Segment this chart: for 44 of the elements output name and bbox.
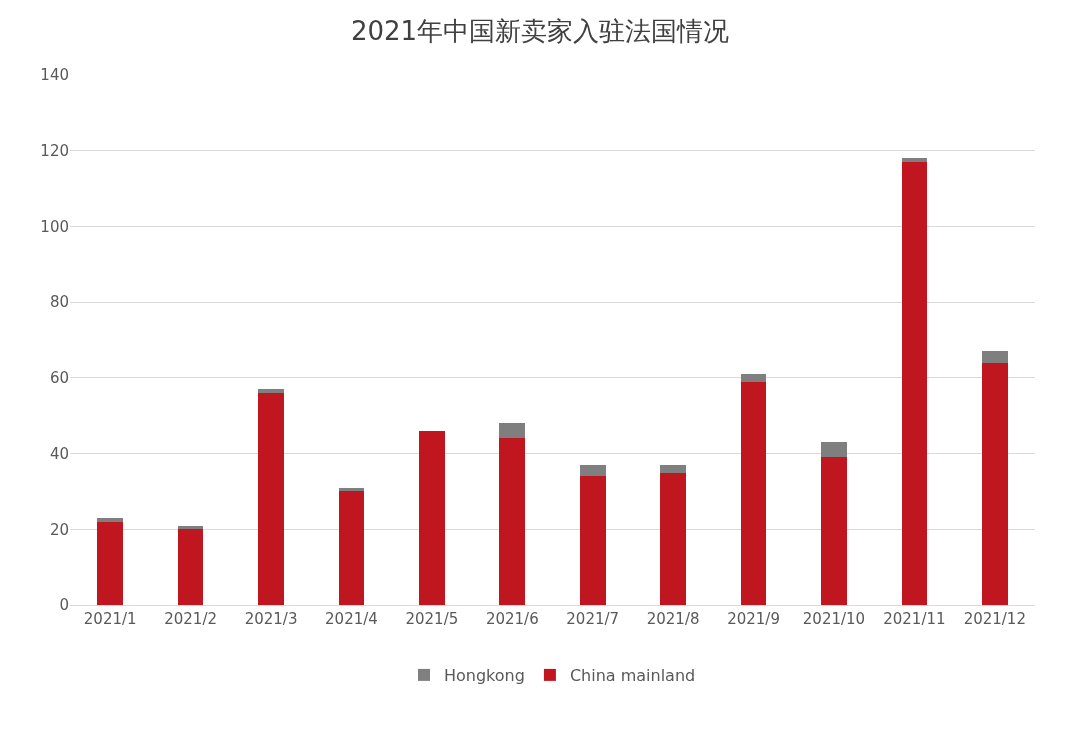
bar [981, 351, 1008, 363]
x-tick-label: 2021/3 [244, 610, 298, 628]
bar [660, 464, 686, 473]
y-tick-label: 20 [49, 520, 69, 539]
x-tick-label: 2021/11 [883, 610, 946, 628]
x-tick-label: 2021/5 [405, 610, 459, 628]
y-tick-label: 100 [40, 217, 69, 236]
bar [821, 457, 847, 605]
bar [97, 521, 124, 605]
x-tick-label: 2021/1 [83, 610, 137, 628]
bar [579, 476, 606, 605]
x-tick-label: 2021/6 [485, 610, 539, 628]
x-tick-label: 2021/7 [566, 610, 620, 628]
y-tick-label: 60 [49, 369, 69, 388]
bar [258, 393, 284, 605]
bar [740, 374, 767, 382]
x-tick-label: 2021/8 [646, 610, 700, 628]
y-tick-label: 0 [59, 596, 69, 615]
bar [258, 389, 284, 393]
bar [338, 491, 365, 605]
y-tick-label: 40 [49, 444, 69, 463]
bar [901, 158, 928, 163]
bar [499, 423, 526, 439]
bar [901, 162, 928, 605]
bar [821, 442, 847, 458]
x-tick-label: 2021/12 [963, 610, 1026, 628]
x-tick-label: 2021/2 [164, 610, 218, 628]
bar [660, 472, 686, 605]
chart-title: 2021年中国新卖家入驻法国情况 [350, 16, 730, 47]
bar [579, 464, 606, 477]
y-tick-label: 140 [40, 66, 69, 85]
y-tick-label: 120 [40, 141, 69, 160]
legend-label: Hongkong [444, 666, 525, 686]
y-tick-label: 80 [49, 293, 69, 312]
x-tick-label: 2021/4 [325, 610, 378, 628]
bar [97, 517, 124, 522]
legend-label: China mainland [569, 666, 696, 686]
bar [419, 430, 445, 605]
bar [499, 438, 526, 605]
bar [177, 529, 204, 605]
x-tick-label: 2021/10 [802, 610, 866, 628]
bar [740, 381, 767, 605]
x-tick-label: 2021/9 [727, 610, 780, 628]
bar [981, 362, 1008, 605]
